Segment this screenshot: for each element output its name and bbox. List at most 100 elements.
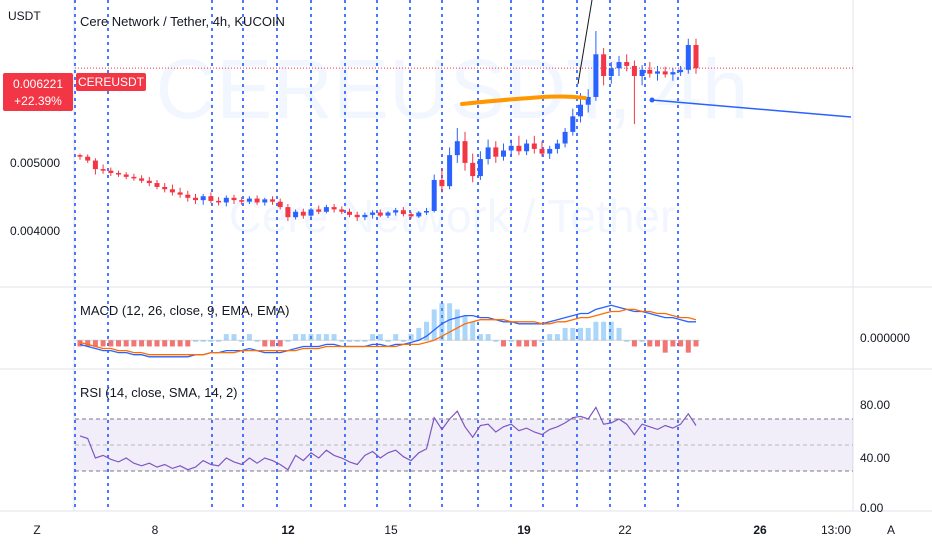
candle-body: [193, 197, 198, 201]
macd-histogram-bar: [85, 340, 91, 347]
candle-body: [393, 210, 399, 213]
macd-histogram-bar: [285, 340, 291, 342]
candle-body: [416, 212, 422, 217]
macd-histogram-bar: [639, 340, 645, 342]
macd-histogram-bar: [362, 340, 368, 342]
macd-histogram-bar: [377, 334, 383, 341]
macd-histogram-bar: [608, 321, 614, 341]
macd-histogram-bar: [246, 334, 252, 341]
macd-histogram-bar: [493, 340, 499, 342]
last-price-change: +22.39%: [14, 94, 62, 108]
candle-body: [116, 172, 121, 175]
macd-histogram-bar: [431, 309, 437, 341]
time-axis-tick: 22: [618, 523, 632, 537]
macd-histogram-bar: [262, 340, 268, 347]
rsi-line: [79, 406, 697, 471]
macd-title[interactable]: MACD (12, 26, close, 9, EMA, EMA): [80, 303, 290, 318]
trend-line-drawing-black[interactable]: [577, 0, 593, 85]
macd-histogram-bar: [624, 340, 630, 342]
macd-histogram-bar: [216, 340, 222, 342]
candle-body: [516, 145, 522, 152]
candle-body: [562, 131, 568, 144]
macd-histogram-bar: [92, 340, 98, 347]
time-axis-tick: 12: [281, 523, 295, 537]
candle-body: [277, 201, 283, 208]
macd-histogram-bar: [316, 334, 322, 341]
rsi-axis-tick: 40.00: [860, 451, 890, 465]
time-axis-tick: 19: [517, 523, 531, 537]
brush-drawing-orange[interactable]: [460, 94, 587, 106]
candle-body: [385, 212, 391, 216]
candle-body: [316, 209, 322, 212]
candle-body: [624, 62, 630, 66]
macd-histogram-bar: [308, 334, 314, 341]
time-zone-button[interactable]: Z: [33, 523, 40, 537]
rsi-title[interactable]: RSI (14, close, SMA, 14, 2): [80, 385, 238, 400]
macd-histogram-bar: [501, 340, 506, 347]
macd-histogram-bar: [270, 340, 275, 347]
candle-body: [616, 62, 622, 69]
macd-histogram-bar: [277, 340, 283, 347]
candle-body: [223, 197, 229, 203]
candle-body: [493, 147, 499, 157]
candle-body: [578, 104, 583, 117]
macd-histogram-bar: [685, 340, 691, 353]
macd-histogram-bar: [223, 334, 229, 341]
macd-histogram-bar: [300, 334, 306, 341]
macd-signal-line: [79, 308, 697, 356]
macd-histogram-bar: [547, 334, 553, 341]
candle-body: [354, 214, 360, 218]
macd-histogram-bar: [524, 340, 530, 347]
macd-histogram-bar: [169, 340, 175, 347]
macd-histogram-bar: [185, 340, 191, 347]
macd-histogram-bar: [554, 334, 560, 341]
candle-body: [601, 54, 607, 77]
candle-body: [208, 196, 214, 201]
macd-histogram-bar: [131, 340, 137, 347]
candle-body: [100, 169, 106, 171]
candle-body: [339, 209, 345, 212]
macd-histogram-layer: [77, 303, 699, 353]
time-axis-tick: 26: [753, 523, 767, 537]
macd-histogram-bar: [439, 303, 445, 341]
candle-body: [362, 214, 368, 218]
last-price-value: 0.006221: [13, 77, 63, 91]
time-axis-tick: 8: [152, 523, 159, 537]
trend-line-anchor[interactable]: [649, 97, 655, 103]
candle-body: [678, 69, 684, 73]
macd-histogram-bar: [562, 327, 568, 341]
candle-body: [655, 71, 660, 74]
candle-body: [462, 141, 468, 163]
macd-histogram-bar: [662, 340, 668, 353]
candles-layer: [77, 31, 699, 222]
symbol-title[interactable]: Cere Network / Tether, 4h, KUCOIN: [80, 14, 285, 29]
macd-histogram-bar: [370, 334, 376, 341]
candle-body: [608, 68, 614, 77]
candle-body: [477, 159, 483, 177]
candle-body: [631, 65, 637, 77]
macd-histogram-bar: [293, 334, 299, 341]
candle-body: [400, 210, 406, 215]
candle-body: [470, 162, 476, 177]
symbol-label: CEREUSDT: [78, 75, 145, 89]
macd-histogram-bar: [470, 321, 476, 341]
trend-line-drawing-blue[interactable]: [651, 99, 852, 118]
candle-body: [439, 179, 445, 187]
macd-histogram-bar: [323, 334, 329, 341]
macd-histogram-bar: [200, 340, 206, 342]
candle-body: [131, 176, 137, 179]
macd-histogram-bar: [416, 327, 422, 341]
macd-histogram-bar: [508, 340, 514, 342]
candle-body: [424, 210, 429, 213]
macd-histogram-bar: [655, 340, 660, 347]
candle-body: [293, 211, 299, 218]
macd-histogram-bar: [424, 321, 429, 341]
macd-histogram-bar: [593, 321, 599, 341]
candle-body: [185, 194, 191, 198]
macd-histogram-bar: [116, 340, 121, 347]
time-axis-tick: 13:00: [821, 523, 851, 537]
auto-scale-button[interactable]: A: [887, 523, 895, 537]
macd-histogram-bar: [531, 340, 537, 347]
candle-body: [200, 196, 206, 201]
